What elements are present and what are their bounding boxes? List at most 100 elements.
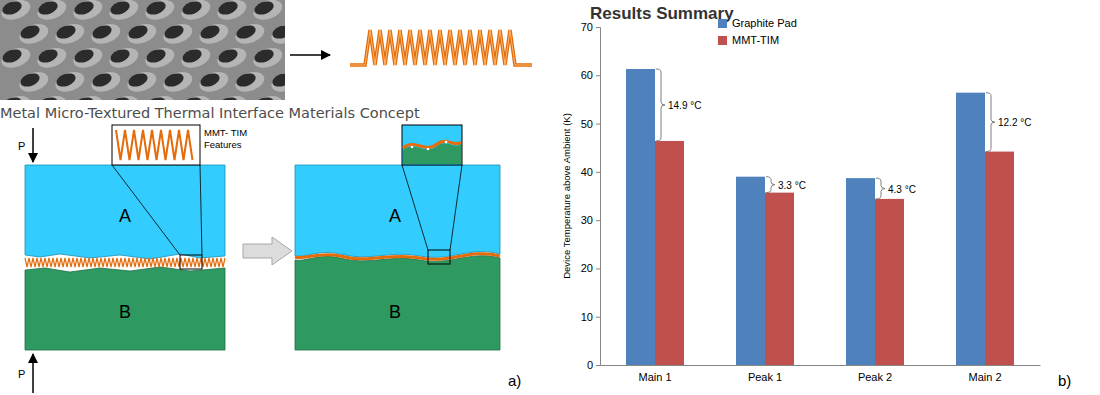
y-tick-label: 50	[581, 118, 593, 130]
sem-pit	[1, 47, 24, 65]
inset-void	[411, 146, 414, 149]
sem-pit	[271, 23, 285, 41]
x-tick: Main 2	[968, 371, 1001, 383]
inset-void	[427, 148, 430, 151]
y-axis-line	[596, 28, 601, 366]
sem-ridge	[35, 44, 69, 71]
inset-leader	[450, 165, 462, 250]
legend-swatch	[718, 36, 727, 45]
inset-box	[112, 125, 200, 165]
y-tick-mark	[596, 75, 600, 76]
pressure-label: P	[18, 368, 25, 380]
inset-zigzag	[116, 130, 193, 160]
bars	[626, 69, 1014, 365]
sem-ridge	[71, 44, 105, 71]
sem-ridge	[35, 0, 69, 23]
sem-ridge	[89, 20, 123, 47]
sem-pit	[181, 47, 204, 65]
inset-label: MMT- TIM	[204, 127, 247, 138]
sem-pit	[145, 47, 168, 65]
sem-pit	[271, 71, 285, 89]
chart-title: Results Summary	[590, 4, 734, 23]
block-label: A	[119, 206, 131, 226]
sem-ridge	[35, 92, 69, 100]
sem-pit	[19, 71, 42, 89]
legend: Graphite PadMMT-TIM	[718, 17, 797, 46]
y-tick-mark	[596, 317, 600, 318]
sem-pit	[163, 71, 186, 89]
x-tick-label: Peak 2	[858, 371, 892, 383]
difference-label: 12.2 °C	[998, 117, 1031, 128]
sem-pit	[217, 95, 240, 100]
sem-ridge	[125, 20, 159, 47]
y-tick-mark	[596, 172, 600, 173]
y-tick: 10	[581, 311, 600, 323]
sem-ridge	[233, 68, 267, 95]
sem-pit	[127, 71, 150, 89]
y-tick-label: 70	[581, 21, 593, 33]
y-tick: 50	[581, 118, 600, 130]
pressure-arrow	[32, 354, 34, 393]
y-tick-mark	[596, 220, 600, 221]
x-tick-label: Main 1	[638, 371, 671, 383]
y-tick: 0	[587, 359, 600, 371]
block-label: A	[389, 206, 401, 226]
pressure-arrow	[32, 128, 34, 162]
sem-ridge	[71, 0, 105, 23]
x-tick-label: Peak 1	[748, 371, 782, 383]
block-label: B	[389, 302, 401, 322]
sem-pit	[73, 47, 96, 65]
sem-pit	[181, 95, 204, 100]
difference-bracket	[986, 93, 995, 152]
tim-layer	[25, 258, 225, 267]
y-tick-label: 10	[581, 311, 593, 323]
sem-pit	[109, 0, 132, 17]
texture-profile	[350, 30, 532, 65]
sem-ridge	[0, 0, 33, 23]
sem-pit	[55, 71, 78, 89]
block-b	[295, 256, 500, 350]
sem-pit	[37, 47, 60, 65]
sem-ridge	[269, 20, 285, 47]
y-tick-mark	[596, 365, 600, 366]
block-a	[295, 165, 500, 257]
legend-item: Graphite Pad	[718, 17, 797, 29]
y-tick-label: 30	[581, 214, 593, 226]
difference-label: 4.3 °C	[888, 184, 916, 195]
bar	[846, 178, 875, 365]
difference-label: 3.3 °C	[778, 180, 806, 191]
sem-ridge	[179, 92, 213, 100]
x-tick: Peak 2	[858, 371, 892, 383]
sem-ridge	[143, 44, 177, 71]
tim-layer	[295, 254, 500, 260]
sem-pit	[163, 23, 186, 41]
sem-ridge	[17, 20, 51, 47]
sem-ridge	[53, 20, 87, 47]
block-a	[25, 165, 225, 259]
sem-ridge	[179, 0, 213, 23]
inset-leader	[402, 165, 428, 250]
y-tick-label: 0	[587, 359, 593, 371]
sem-pit	[199, 23, 222, 41]
sem-ridge	[71, 92, 105, 100]
sem-ridge	[161, 20, 195, 47]
legend-swatch	[718, 19, 727, 28]
sem-ridge	[251, 0, 285, 23]
sem-pit	[1, 95, 24, 100]
caption: Metal Micro-Textured Thermal Interface M…	[0, 105, 420, 121]
sem-ridge	[125, 68, 159, 95]
sem-ridge	[233, 20, 267, 47]
sem-pit	[181, 0, 204, 17]
sem-ridge	[215, 0, 249, 23]
difference-bracket	[876, 178, 885, 199]
texture-profile-highlight	[350, 30, 532, 65]
bar-series	[655, 141, 1014, 365]
panel-label: b)	[1058, 372, 1071, 389]
block-b	[25, 267, 225, 350]
bar	[765, 193, 794, 365]
sem-ridge	[179, 44, 213, 71]
sem-pit	[109, 95, 132, 100]
sem-ridge	[17, 68, 51, 95]
legend-label: Graphite Pad	[732, 17, 797, 29]
sem-ridge	[107, 0, 141, 23]
